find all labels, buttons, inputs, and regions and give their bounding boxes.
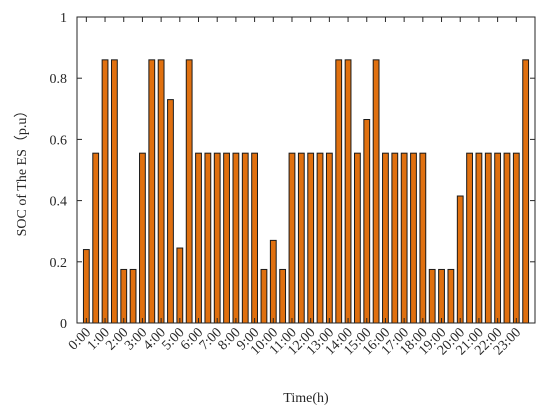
bar bbox=[400, 152, 408, 324]
bar bbox=[419, 152, 427, 324]
bar bbox=[204, 152, 212, 324]
bar bbox=[391, 152, 399, 324]
bar bbox=[484, 152, 492, 324]
bar bbox=[120, 268, 128, 324]
bar bbox=[354, 152, 361, 324]
bar bbox=[279, 268, 287, 324]
bar bbox=[213, 152, 221, 324]
y-axis-label: SOC of The ES（p.u） bbox=[14, 104, 30, 237]
bar bbox=[223, 152, 230, 324]
bar bbox=[260, 268, 268, 324]
bar bbox=[475, 152, 483, 324]
bar bbox=[269, 239, 277, 324]
bar bbox=[447, 268, 455, 324]
y-tick-label: 1 bbox=[60, 11, 67, 26]
bar bbox=[101, 59, 109, 324]
bar bbox=[82, 249, 90, 324]
bar bbox=[382, 152, 389, 324]
bar bbox=[494, 152, 502, 324]
bar bbox=[503, 152, 511, 324]
bar bbox=[307, 152, 315, 324]
y-tick-label: 0.4 bbox=[50, 195, 68, 210]
bar bbox=[438, 268, 445, 324]
bar bbox=[129, 268, 137, 324]
plot-frame bbox=[76, 16, 536, 324]
bar bbox=[297, 152, 305, 324]
bar bbox=[92, 152, 100, 324]
bar bbox=[232, 152, 240, 324]
y-tick-label: 0.2 bbox=[50, 256, 68, 271]
bar bbox=[456, 195, 464, 324]
bar bbox=[344, 59, 352, 324]
x-axis-label: Time(h) bbox=[283, 391, 329, 406]
bar bbox=[110, 59, 118, 324]
bar bbox=[167, 99, 174, 324]
bar bbox=[157, 59, 165, 324]
bar bbox=[251, 152, 258, 324]
y-tick-label: 0 bbox=[60, 317, 67, 332]
bar bbox=[241, 152, 249, 324]
bar bbox=[325, 152, 333, 324]
bar bbox=[288, 152, 296, 324]
bar bbox=[466, 152, 473, 324]
bar bbox=[176, 247, 184, 324]
y-axis-ticks: 0 0.2 0.4 0.6 0.8 1 bbox=[50, 11, 535, 332]
bar bbox=[139, 152, 146, 324]
bar bbox=[185, 59, 193, 324]
bar bbox=[512, 152, 520, 324]
bar bbox=[410, 152, 417, 324]
y-tick-label: 0.8 bbox=[50, 72, 68, 87]
bar bbox=[316, 152, 324, 324]
bar bbox=[372, 59, 380, 324]
bar bbox=[522, 59, 530, 324]
y-tick-label: 0.6 bbox=[50, 133, 68, 148]
bar bbox=[335, 59, 343, 324]
bar bbox=[428, 268, 436, 324]
bar bbox=[363, 119, 371, 324]
bar bbox=[148, 59, 156, 324]
bar bbox=[195, 152, 202, 324]
